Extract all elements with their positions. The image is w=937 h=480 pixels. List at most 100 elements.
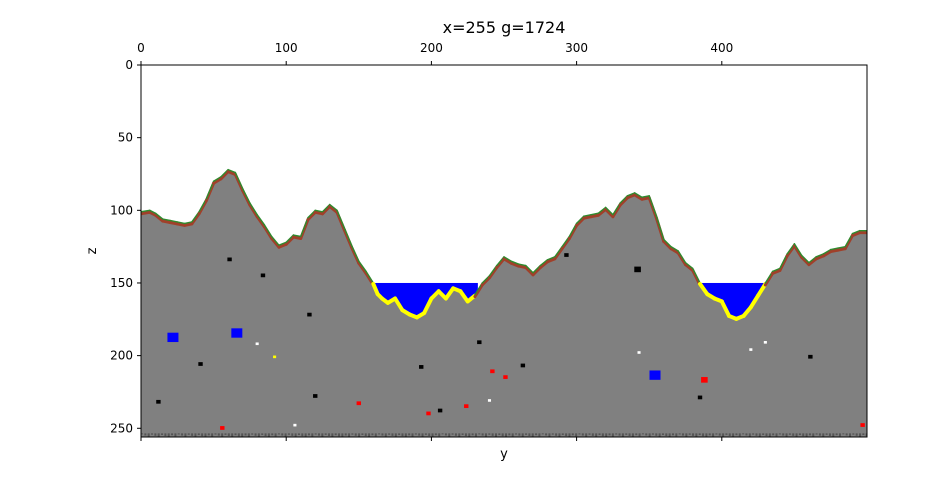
bedrock-speck	[859, 433, 862, 437]
bedrock-speck	[581, 433, 584, 436]
bedrock-speck	[428, 433, 431, 436]
sand-segment	[393, 296, 405, 313]
bedrock-speck	[561, 433, 564, 435]
stone-terrain	[141, 169, 867, 437]
bedrock-speck	[221, 433, 224, 437]
bedrock-speck	[281, 433, 284, 436]
bedrock-speck	[384, 433, 387, 437]
bedrock-speck	[378, 433, 381, 435]
bedrock-speck	[508, 433, 511, 436]
bedrock-speck	[805, 433, 808, 437]
bedrock-speck	[835, 433, 838, 436]
bedrock-speck	[521, 433, 524, 437]
bedrock-speck	[418, 433, 421, 436]
x-tick-label: 200	[420, 41, 443, 55]
bedrock-speck	[558, 433, 561, 437]
grass-segment	[546, 256, 556, 261]
bedrock-speck	[267, 433, 270, 437]
water-pocket	[231, 328, 243, 338]
bedrock-speck	[494, 433, 497, 437]
bedrock-speck	[792, 433, 795, 436]
dirt-segment	[604, 207, 615, 219]
bedrock-speck	[568, 433, 571, 437]
dirt-segment	[531, 266, 542, 277]
cave-pocket	[634, 266, 641, 273]
grass-segment	[350, 244, 360, 262]
grass-segment	[329, 203, 338, 212]
bedrock-speck	[151, 433, 154, 435]
bedrock-speck	[688, 433, 691, 435]
grass-segment	[808, 256, 817, 264]
bedrock-speck	[615, 433, 618, 435]
bedrock-speck	[154, 433, 157, 436]
bedrock-speck	[668, 433, 671, 437]
bedrock-speck	[808, 433, 811, 436]
bedrock-speck	[768, 433, 771, 437]
bedrock-speck	[692, 433, 695, 436]
cave-pocket	[419, 365, 424, 369]
grass-segment	[648, 195, 658, 217]
cave-pocket	[198, 362, 203, 366]
bedrock-speck	[655, 433, 658, 436]
bedrock-speck	[181, 433, 184, 436]
bedrock-speck	[802, 433, 805, 437]
bedrock-speck	[611, 433, 614, 437]
bedrock-speck	[408, 433, 411, 436]
dirt-segment	[495, 257, 506, 270]
bedrock-speck	[762, 433, 765, 435]
bedrock-speck	[601, 433, 604, 437]
bedrock-speck	[404, 433, 407, 437]
bedrock-speck	[157, 433, 160, 437]
bedrock-speck	[431, 433, 434, 437]
bedrock-speck	[424, 433, 427, 435]
sand-segment	[698, 281, 710, 297]
bedrock-speck	[214, 433, 217, 435]
bedrock-speck	[738, 433, 741, 437]
bedrock-speck	[237, 433, 240, 437]
bedrock-speck	[291, 433, 294, 436]
grass-segment	[149, 209, 157, 214]
sand-segment	[458, 289, 470, 304]
grass-segment	[256, 213, 266, 226]
axes: 0 100 200 300 400 0 50 100 150 200 250	[110, 41, 733, 441]
bedrock-speck	[515, 433, 518, 435]
bedrock-speck	[755, 433, 758, 436]
bedrock-speck	[444, 433, 447, 436]
bedrock-speck	[304, 433, 307, 437]
bedrock-speck	[194, 433, 197, 437]
bedrock-speck	[351, 433, 354, 435]
grass-segment	[183, 221, 193, 225]
bedrock-speck	[274, 433, 277, 437]
bedrock-speck	[381, 433, 384, 436]
bedrock-speck	[651, 433, 654, 435]
dirt-segment	[560, 236, 571, 251]
grass-segment	[343, 227, 353, 246]
dirt-segment	[553, 247, 564, 261]
bedrock-speck	[675, 433, 678, 437]
y-tick-label: 50	[118, 131, 133, 145]
bedrock-speck	[865, 433, 867, 437]
bedrock-speck	[401, 433, 404, 437]
dirt-segment	[284, 235, 295, 246]
bedrock-speck	[828, 433, 831, 436]
bedrock-speck	[287, 433, 290, 435]
grass-segment	[292, 234, 302, 238]
dirt-segment	[321, 205, 332, 216]
bedrock-speck	[231, 433, 234, 437]
bedrock-speck	[638, 433, 641, 437]
bedrock-speck	[618, 433, 621, 436]
dirt-segment	[662, 239, 673, 251]
dirt-segment	[241, 189, 252, 207]
ore_white-pocket	[637, 351, 641, 354]
bedrock-speck	[361, 433, 364, 435]
bedrock-speck	[174, 433, 177, 437]
grass-segment	[604, 206, 614, 216]
dirt-segment	[255, 215, 266, 229]
bedrock-speck	[388, 433, 391, 435]
lava-pocket	[860, 423, 865, 427]
bedrock-speck	[682, 433, 685, 436]
bedrock-speck	[488, 433, 491, 435]
ore_white-pocket	[487, 399, 492, 402]
bedrock-speck	[338, 433, 341, 437]
bedrock-speck	[825, 433, 828, 435]
